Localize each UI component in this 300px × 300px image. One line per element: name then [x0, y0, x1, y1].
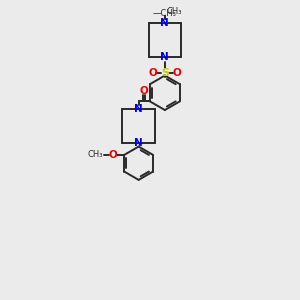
Text: N: N: [160, 52, 169, 62]
Text: CH₃: CH₃: [88, 150, 103, 159]
Text: N: N: [160, 18, 169, 28]
Text: CH₃: CH₃: [166, 7, 182, 16]
Text: —CH₃: —CH₃: [153, 9, 177, 18]
Text: N: N: [134, 104, 143, 114]
Text: O: O: [140, 86, 149, 96]
Text: O: O: [173, 68, 182, 78]
Text: N: N: [134, 138, 143, 148]
Text: S: S: [161, 68, 169, 78]
Text: O: O: [109, 150, 117, 160]
Text: O: O: [148, 68, 157, 78]
